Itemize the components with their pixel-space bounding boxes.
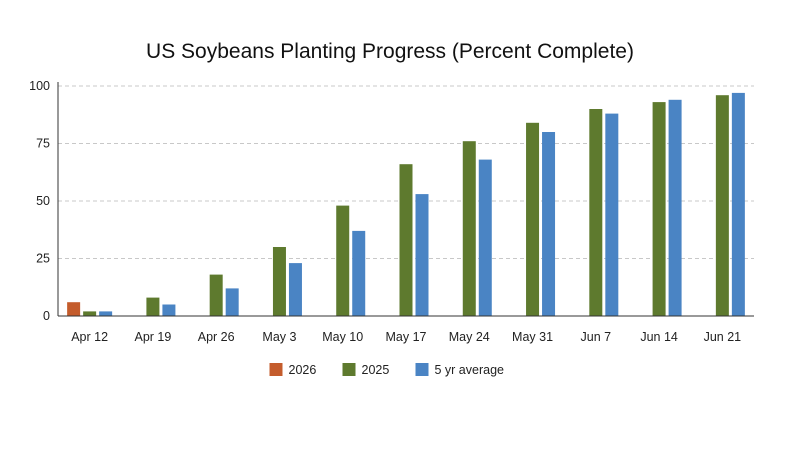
x-tick-label: Apr 26: [198, 330, 235, 344]
chart-title: US Soybeans Planting Progress (Percent C…: [146, 40, 634, 63]
x-tick-label: Jun 7: [581, 330, 612, 344]
bar-2025-apr-12: [83, 311, 97, 316]
y-tick-label: 100: [29, 79, 50, 93]
gridlines: [58, 85, 754, 259]
x-tick-label: Apr 12: [71, 330, 108, 344]
bar-5-yr-average-jun-7: [605, 113, 619, 316]
x-tick-label: May 10: [322, 330, 363, 344]
legend-swatch-2025: [342, 363, 356, 376]
y-tick-label: 50: [36, 194, 50, 208]
bar-5-yr-average-may-31: [542, 132, 556, 316]
x-tick-label: Jun 21: [704, 330, 742, 344]
bar-5-yr-average-jun-14: [668, 99, 682, 316]
bar-2025-apr-26: [209, 274, 223, 316]
x-tick-label: May 31: [512, 330, 553, 344]
bar-5-yr-average-apr-12: [99, 311, 113, 316]
bar-5-yr-average-apr-19: [162, 304, 176, 316]
bar-5-yr-average-apr-26: [225, 288, 239, 316]
bar-5-yr-average-jun-21: [731, 92, 745, 317]
bar-2025-may-10: [336, 205, 350, 316]
y-tick-label: 25: [36, 252, 50, 266]
bar-2025-jun-7: [589, 109, 603, 316]
bar-5-yr-average-may-17: [415, 194, 429, 316]
bar-5-yr-average-may-24: [478, 159, 492, 316]
legend: 2026 2025 5 yr average: [269, 363, 505, 377]
bar-2025-may-3: [272, 247, 286, 316]
bar-5-yr-average-may-10: [352, 230, 366, 316]
bar-2025-may-17: [399, 164, 413, 316]
legend-label: 2025: [362, 363, 390, 377]
x-tick-label: May 24: [449, 330, 490, 344]
bar-2025-jun-21: [715, 95, 729, 316]
y-tick-label: 0: [43, 309, 50, 323]
bar-2025-jun-14: [652, 102, 666, 316]
axes: 0 25 50 75 100 Apr 12 Apr 19 Apr 26 May 3 May 10 M…: [29, 79, 754, 344]
legend-swatch-2026: [269, 363, 283, 376]
x-tick-label: May 3: [262, 330, 296, 344]
bar-2025-apr-19: [146, 297, 160, 316]
x-tick-label: May 17: [386, 330, 427, 344]
y-tick-label: 75: [36, 137, 50, 151]
legend-label: 5 yr average: [435, 363, 505, 377]
bar-5-yr-average-may-3: [288, 263, 302, 316]
bar-2025-may-24: [462, 141, 476, 316]
bars: [67, 92, 745, 317]
legend-label: 2026: [289, 363, 317, 377]
bar-2026-apr-12: [67, 302, 81, 316]
legend-swatch-5-yr-average: [415, 363, 429, 376]
x-tick-label: Apr 19: [134, 330, 171, 344]
x-tick-label: Jun 14: [640, 330, 678, 344]
bar-2025-may-31: [526, 122, 540, 316]
